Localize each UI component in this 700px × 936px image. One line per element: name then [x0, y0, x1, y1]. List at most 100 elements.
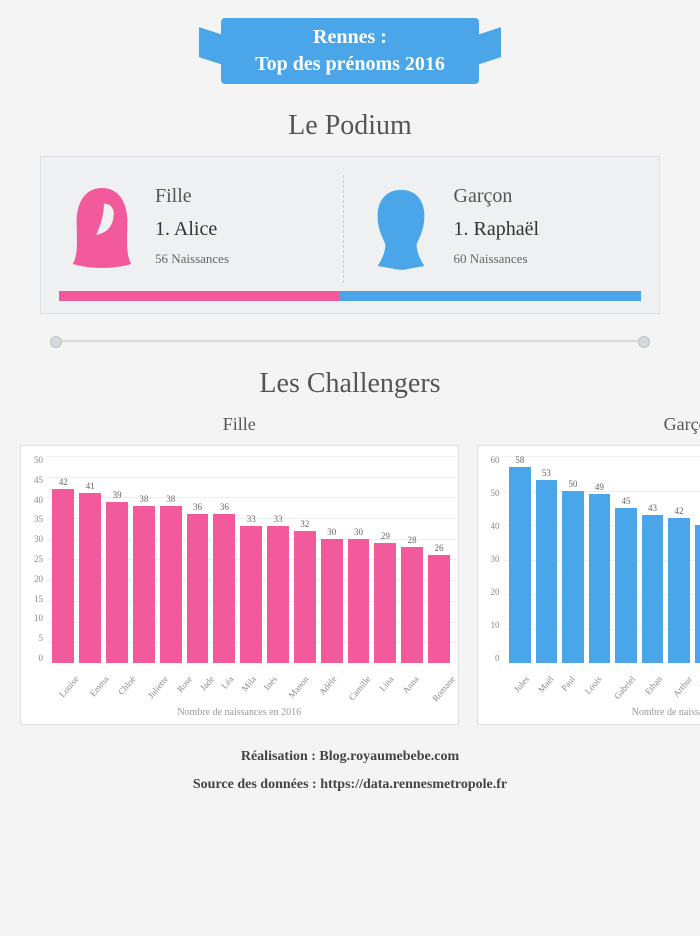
- bar-value: 49: [595, 483, 604, 492]
- bar-value: 30: [354, 528, 363, 537]
- bar-value: 28: [408, 536, 417, 545]
- bar-item: 30: [346, 456, 371, 663]
- bar-item: 29: [373, 456, 398, 663]
- girls-chart: Fille 05101520253035404550 42 41 39 38 38 36 3…: [20, 414, 459, 725]
- bar-rect: [79, 493, 101, 663]
- girl-silhouette-icon: [63, 181, 141, 271]
- bar-rect: [321, 539, 343, 663]
- podium-title: Le Podium: [0, 110, 700, 142]
- bar-item: 53: [534, 456, 559, 663]
- podium-bar-girl: [59, 291, 340, 301]
- bar-rect: [615, 508, 637, 663]
- bar-item: 28: [400, 456, 425, 663]
- bar-item: 40: [693, 456, 700, 663]
- bar-item: 33: [239, 456, 264, 663]
- girls-x-labels: LouiseEmmaChloéJulietteRoseJadeLéaMilaIn…: [23, 667, 452, 703]
- bar-value: 33: [247, 515, 256, 524]
- bar-rect: [668, 518, 690, 663]
- bar-value: 50: [568, 480, 577, 489]
- bar-rect: [294, 531, 316, 663]
- podium-girl-winner: 1. Alice: [155, 218, 229, 241]
- bar-item: 42: [51, 456, 76, 663]
- bar-item: 38: [158, 456, 183, 663]
- bar-rect: [133, 506, 155, 663]
- bar-rect: [695, 525, 700, 663]
- banner-line2: Top des prénoms 2016: [255, 51, 445, 78]
- bar-item: 58: [508, 456, 533, 663]
- bar-rect: [187, 514, 209, 663]
- bar-rect: [240, 526, 262, 663]
- bar-rect: [589, 494, 611, 663]
- bar-item: 41: [78, 456, 103, 663]
- bar-value: 36: [220, 503, 229, 512]
- podium-girl-label: Fille: [155, 185, 229, 208]
- girls-bars: 42 41 39 38 38 36 36 33 33 32 30 30 29 28 26: [47, 456, 456, 663]
- boys-chart-heading: Garçons: [477, 414, 700, 435]
- bar-value: 39: [113, 491, 122, 500]
- bar-rect: [509, 467, 531, 663]
- footer-realisation: Réalisation : Blog.royaumebebe.com: [0, 749, 700, 765]
- girls-sublabel: Nombre de naissances en 2016: [23, 707, 456, 718]
- bar-rect: [536, 480, 558, 663]
- bar-item: 39: [105, 456, 130, 663]
- bar-rect: [267, 526, 289, 663]
- boys-bars: 585350494543424039383634333230: [504, 456, 700, 663]
- boys-chart: Garçons 0102030405060 585350494543424039…: [477, 414, 700, 725]
- bar-item: 45: [614, 456, 639, 663]
- bar-rect: [106, 502, 128, 663]
- bar-item: 50: [561, 456, 586, 663]
- bar-rect: [642, 515, 664, 663]
- bar-item: 26: [427, 456, 452, 663]
- bar-value: 38: [139, 495, 148, 504]
- title-banner: Rennes : Top des prénoms 2016: [0, 0, 700, 96]
- bar-rect: [52, 489, 74, 663]
- bar-item: 49: [587, 456, 612, 663]
- bar-item: 33: [266, 456, 291, 663]
- bar-value: 58: [515, 456, 524, 465]
- bar-item: 32: [292, 456, 317, 663]
- bar-item: 43: [640, 456, 665, 663]
- challengers-title: Les Challengers: [0, 368, 700, 400]
- bar-item: 30: [319, 456, 344, 663]
- bar-value: 42: [675, 507, 684, 516]
- ribbon: Rennes : Top des prénoms 2016: [221, 18, 479, 84]
- bar-item: 36: [185, 456, 210, 663]
- boy-silhouette-icon: [362, 181, 440, 271]
- podium-girl-count: 56 Naissances: [155, 251, 229, 267]
- bar-value: 32: [300, 520, 309, 529]
- podium-bar-boy: [340, 291, 641, 301]
- podium-boy: Garçon 1. Raphaël 60 Naissances: [343, 175, 642, 283]
- footer-source: Source des données : https://data.rennes…: [0, 777, 700, 793]
- bar-rect: [160, 506, 182, 663]
- divider: [50, 340, 650, 342]
- bar-rect: [348, 539, 370, 663]
- podium-box: Fille 1. Alice 56 Naissances Garçon 1. R…: [40, 156, 660, 314]
- bar-value: 33: [274, 515, 283, 524]
- girls-chart-heading: Fille: [20, 414, 459, 435]
- girls-y-axis: 05101520253035404550: [23, 456, 47, 663]
- bar-item: 38: [131, 456, 156, 663]
- bar-value: 36: [193, 503, 202, 512]
- bar-rect: [213, 514, 235, 663]
- bar-rect: [401, 547, 423, 663]
- boys-y-axis: 0102030405060: [480, 456, 504, 663]
- podium-boy-label: Garçon: [454, 185, 540, 208]
- bar-rect: [562, 491, 584, 664]
- bar-item: 42: [667, 456, 692, 663]
- bar-value: 29: [381, 532, 390, 541]
- bar-value: 45: [621, 497, 630, 506]
- bar-value: 38: [166, 495, 175, 504]
- bar-value: 41: [86, 482, 95, 491]
- podium-boy-winner: 1. Raphaël: [454, 218, 540, 241]
- bar-value: 26: [435, 544, 444, 553]
- banner-line1: Rennes :: [255, 24, 445, 51]
- boys-x-labels: JulesMaëlPaulLouisGabrielEthanArthurLéoG…: [480, 667, 700, 703]
- podium-ratio-bar: [59, 291, 641, 301]
- bar-rect: [374, 543, 396, 663]
- bar-value: 53: [542, 469, 551, 478]
- podium-boy-count: 60 Naissances: [454, 251, 540, 267]
- bar-value: 30: [327, 528, 336, 537]
- bar-item: 36: [212, 456, 237, 663]
- bar-value: 42: [59, 478, 68, 487]
- bar-value: 43: [648, 504, 657, 513]
